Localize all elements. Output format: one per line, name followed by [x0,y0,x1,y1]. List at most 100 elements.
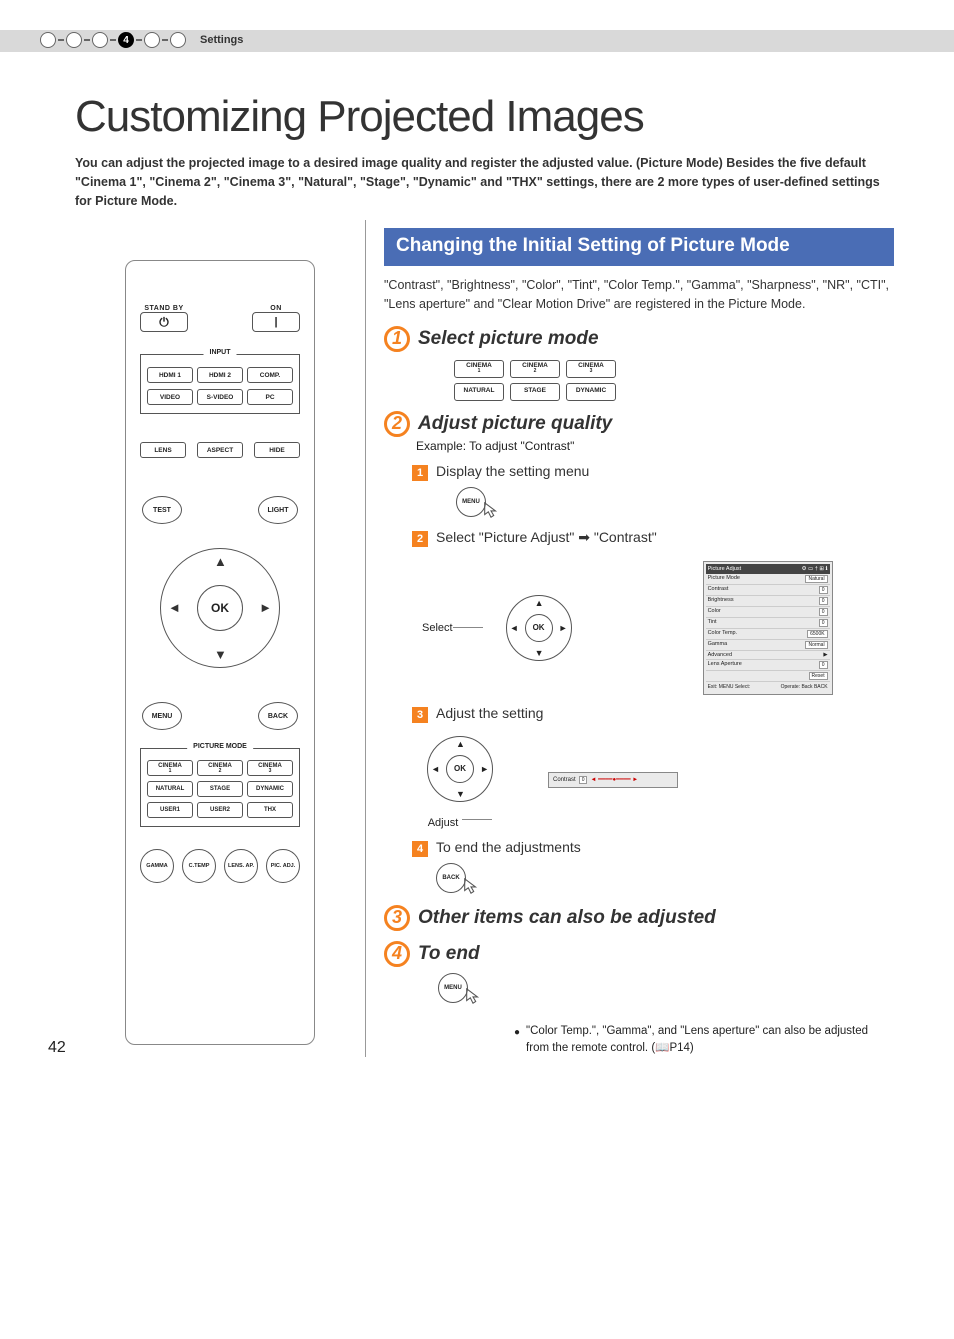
step1-cinema1-button[interactable]: CINEMA1 [454,360,504,378]
gamma-button[interactable]: GAMMA [140,849,174,883]
adjust-label: Adjust [428,817,459,829]
ctemp-button[interactable]: C.TEMP [182,849,216,883]
adjust-dpad: OK ▲ ▼ ◄ ► [422,731,498,807]
input-video-button[interactable]: VIDEO [147,389,193,405]
picadj-button[interactable]: PIC. ADJ. [266,849,300,883]
step-indicator-active: 4 [118,32,134,48]
contrast-value: 0 [579,776,588,784]
step2-example: Example: To adjust "Contrast" [416,439,894,453]
step3-title: Other items can also be adjusted [418,907,716,929]
step1-mode-buttons: CINEMA1 CINEMA2 CINEMA3 NATURAL STAGE DY… [454,360,894,401]
small-up-icon[interactable]: ▲ [535,598,544,608]
substep3-number: 3 [412,707,428,723]
substep1-number: 1 [412,465,428,481]
adjust-ok-button[interactable]: OK [446,755,474,783]
step3-number: 3 [384,905,410,931]
input-hdmi2-button[interactable]: HDMI 2 [197,367,243,383]
osd-title: Picture Adjust [708,566,742,572]
step-chain: 4 [40,32,186,48]
adjust-right-icon[interactable]: ► [480,764,489,774]
cursor-icon [482,501,500,519]
input-hdmi1-button[interactable]: HDMI 1 [147,367,193,383]
substep2-number: 2 [412,531,428,547]
cursor-icon [464,987,482,1005]
small-dpad: OK ▲ ▼ ◄ ► [501,590,577,666]
step4-number: 4 [384,941,410,967]
small-left-icon[interactable]: ◄ [510,623,519,633]
contrast-label: Contrast [553,777,576,783]
footnote: ● "Color Temp.", "Gamma", and "Lens aper… [514,1023,894,1058]
adjust-up-icon[interactable]: ▲ [456,739,465,749]
power-icon: ⏻ [159,315,169,329]
contrast-slider-icon: ◄ ━━━━●━━━━ ► [590,776,638,783]
dpad-right-icon[interactable]: ► [259,600,272,615]
standby-button[interactable]: ⏻ [140,312,188,332]
lens-button[interactable]: LENS [140,442,186,458]
mode-user2-button[interactable]: USER2 [197,802,243,818]
picture-mode-label: PICTURE MODE [187,743,253,750]
select-label: Select [422,622,453,634]
mode-stage-button[interactable]: STAGE [197,781,243,797]
input-svideo-button[interactable]: S-VIDEO [197,389,243,405]
back-press-diagram: BACK [436,863,894,895]
picture-mode-group: PICTURE MODE CINEMA1 CINEMA2 CINEMA3 NAT… [140,748,300,827]
substep2-text: Select "Picture Adjust" ➡ "Contrast" [436,529,657,546]
mode-dynamic-button[interactable]: DYNAMIC [247,781,293,797]
footnote-text: "Color Temp.", "Gamma", and "Lens apertu… [526,1023,894,1058]
page-title: Customizing Projected Images [75,92,894,142]
substep1-text: Display the setting menu [436,463,589,479]
mode-natural-button[interactable]: NATURAL [147,781,193,797]
adjust-down-icon[interactable]: ▼ [456,789,465,799]
remote-control-diagram: STAND BY ⏻ ON | INPUT HDMI 1 HDMI 2 [125,260,315,1045]
step1-natural-button[interactable]: NATURAL [454,383,504,401]
small-right-icon[interactable]: ► [559,623,568,633]
section-heading: Changing the Initial Setting of Picture … [384,228,894,266]
input-comp-button[interactable]: COMP. [247,367,293,383]
standby-label: STAND BY [140,305,188,312]
on-button[interactable]: | [252,312,300,332]
substep4-text: To end the adjustments [436,839,581,855]
select-diagram: Select OK ▲ ▼ ◄ ► Picture Adjust [422,561,894,695]
ok-button[interactable]: OK [197,585,243,631]
back-button[interactable]: BACK [258,702,298,730]
osd-menu: Picture Adjust ⚙ ▭ † ⊞ ℹ Picture ModeNat… [703,561,833,695]
step1-stage-button[interactable]: STAGE [510,383,560,401]
section-desc: "Contrast", "Brightness", "Color", "Tint… [384,276,894,314]
substep3-text: Adjust the setting [436,705,543,721]
contrast-bar: Contrast 0 ◄ ━━━━●━━━━ ► [548,772,678,788]
hide-button[interactable]: HIDE [254,442,300,458]
mode-thx-button[interactable]: THX [247,802,293,818]
input-group-label: INPUT [204,349,237,356]
on-label: ON [252,305,300,312]
input-group: INPUT HDMI 1 HDMI 2 COMP. VIDEO S-VIDEO … [140,354,300,414]
light-button[interactable]: LIGHT [258,496,298,524]
small-down-icon[interactable]: ▼ [535,648,544,658]
aspect-button[interactable]: ASPECT [197,442,243,458]
dpad-down-icon[interactable]: ▼ [214,647,227,662]
mode-cinema3-button[interactable]: CINEMA3 [247,760,293,776]
bullet-icon: ● [514,1025,520,1058]
osd-header: Picture Adjust ⚙ ▭ † ⊞ ℹ [706,564,830,574]
dpad-up-icon[interactable]: ▲ [214,554,227,569]
test-button[interactable]: TEST [142,496,182,524]
intro-text: You can adjust the projected image to a … [75,154,894,210]
step1-number: 1 [384,326,410,352]
step4-title: To end [418,943,480,965]
mode-user1-button[interactable]: USER1 [147,802,193,818]
dpad-left-icon[interactable]: ◄ [168,600,181,615]
menu-button[interactable]: MENU [142,702,182,730]
dpad: OK ▲ ▼ ◄ ► [150,538,290,678]
adjust-left-icon[interactable]: ◄ [431,764,440,774]
step2-number: 2 [384,411,410,437]
mode-cinema2-button[interactable]: CINEMA2 [197,760,243,776]
breadcrumb-bar: 4 Settings [0,30,954,52]
mode-cinema1-button[interactable]: CINEMA1 [147,760,193,776]
step1-cinema3-button[interactable]: CINEMA3 [566,360,616,378]
lensap-button[interactable]: LENS. AP. [224,849,258,883]
small-ok-button[interactable]: OK [525,614,553,642]
step1-dynamic-button[interactable]: DYNAMIC [566,383,616,401]
section-label: Settings [200,34,243,46]
cursor-icon [462,877,480,895]
input-pc-button[interactable]: PC [247,389,293,405]
step1-cinema2-button[interactable]: CINEMA2 [510,360,560,378]
